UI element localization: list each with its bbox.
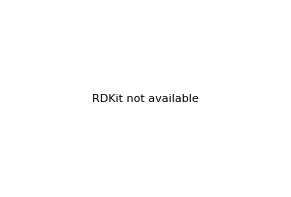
- Text: RDKit not available: RDKit not available: [92, 94, 199, 103]
